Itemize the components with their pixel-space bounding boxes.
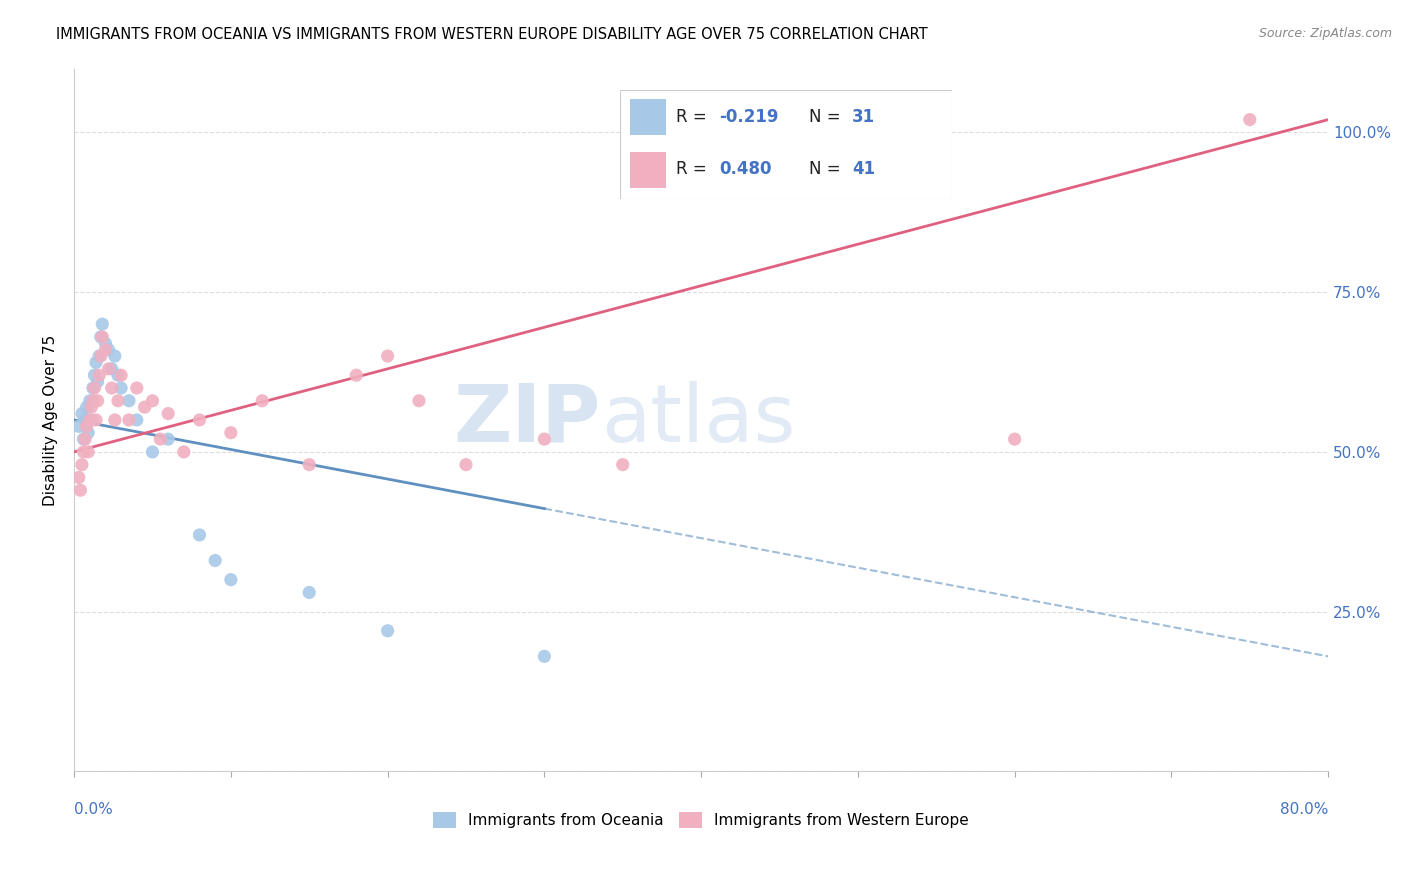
Point <box>90 330 112 344</box>
Point <box>533 649 555 664</box>
Text: atlas: atlas <box>600 381 796 459</box>
Point <box>219 425 242 440</box>
Point <box>91 317 114 331</box>
Point <box>188 528 211 542</box>
Point <box>298 585 321 599</box>
Text: IMMIGRANTS FROM OCEANIA VS IMMIGRANTS FROM WESTERN EUROPE DISABILITY AGE OVER 75: IMMIGRANTS FROM OCEANIA VS IMMIGRANTS FR… <box>56 27 928 42</box>
Point <box>219 573 242 587</box>
Point <box>107 368 129 383</box>
Point <box>157 432 180 446</box>
Point <box>100 381 122 395</box>
Point <box>141 393 163 408</box>
Point <box>86 393 108 408</box>
Point <box>97 343 120 357</box>
Point <box>188 413 211 427</box>
Point <box>72 445 94 459</box>
Text: 80.0%: 80.0% <box>1279 802 1329 817</box>
Point <box>100 361 122 376</box>
Point <box>80 400 103 414</box>
Point <box>344 368 367 383</box>
Point <box>250 393 273 408</box>
Point <box>82 393 104 408</box>
Point <box>125 413 148 427</box>
Point <box>377 624 399 638</box>
Point <box>118 413 141 427</box>
Point <box>1004 432 1026 446</box>
Point <box>204 553 226 567</box>
Point <box>104 349 127 363</box>
Point <box>69 483 91 498</box>
Point <box>77 425 100 440</box>
Point <box>70 407 93 421</box>
Point <box>67 470 90 484</box>
Point <box>83 368 105 383</box>
Point <box>80 413 103 427</box>
Point <box>82 381 104 395</box>
Point <box>408 393 430 408</box>
Text: 0.0%: 0.0% <box>75 802 112 817</box>
Point <box>118 393 141 408</box>
Point <box>79 393 101 408</box>
Point <box>84 413 107 427</box>
Point <box>141 445 163 459</box>
Point <box>67 419 90 434</box>
Point <box>157 407 180 421</box>
Point <box>1239 112 1261 127</box>
Point <box>104 413 127 427</box>
Legend: Immigrants from Oceania, Immigrants from Western Europe: Immigrants from Oceania, Immigrants from… <box>427 805 976 834</box>
Point <box>70 458 93 472</box>
Point <box>75 413 97 427</box>
Point <box>134 400 156 414</box>
Point <box>86 375 108 389</box>
Point <box>76 419 98 434</box>
Point <box>83 381 105 395</box>
Point <box>533 432 555 446</box>
Point <box>84 355 107 369</box>
Point <box>76 400 98 414</box>
Point <box>454 458 477 472</box>
Point <box>97 361 120 376</box>
Point <box>94 343 117 357</box>
Point <box>91 330 114 344</box>
Point <box>107 393 129 408</box>
Point <box>110 368 132 383</box>
Point <box>110 381 132 395</box>
Point <box>90 349 112 363</box>
Point <box>173 445 195 459</box>
Point <box>77 445 100 459</box>
Point <box>72 432 94 446</box>
Point <box>298 458 321 472</box>
Point <box>612 458 634 472</box>
Point <box>377 349 399 363</box>
Point <box>94 336 117 351</box>
Point <box>89 349 111 363</box>
Point <box>125 381 148 395</box>
Text: ZIP: ZIP <box>454 381 600 459</box>
Y-axis label: Disability Age Over 75: Disability Age Over 75 <box>44 334 58 506</box>
Text: Source: ZipAtlas.com: Source: ZipAtlas.com <box>1258 27 1392 40</box>
Point <box>75 432 97 446</box>
Point <box>149 432 172 446</box>
Point <box>89 368 111 383</box>
Point <box>79 413 101 427</box>
